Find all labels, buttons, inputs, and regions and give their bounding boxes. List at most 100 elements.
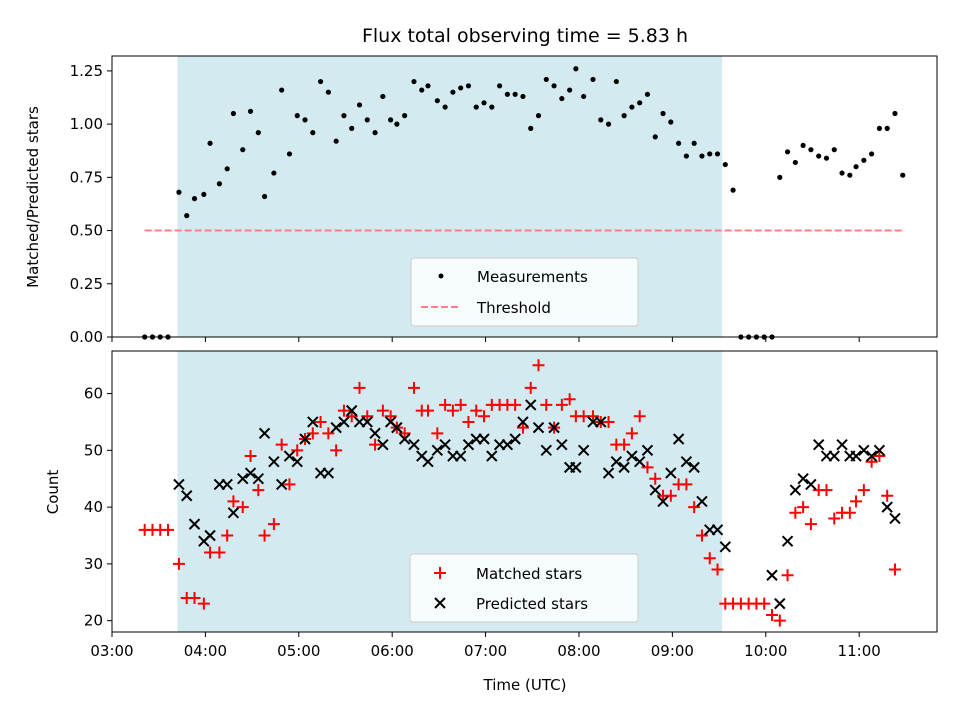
predicted-star-point [268, 455, 280, 468]
measurement-point [325, 89, 331, 95]
predicted-star-point [618, 461, 630, 474]
measurement-point [808, 147, 814, 153]
measurement-point [816, 153, 822, 159]
matched-star-point [881, 489, 894, 502]
predicted-star-point [548, 421, 560, 434]
matched-star-point [850, 495, 863, 508]
measurement-point [590, 76, 596, 83]
measurement-point [419, 87, 425, 93]
matched-star-point [353, 381, 366, 394]
predicted-star-point [244, 467, 257, 479]
predicted-star-point [881, 501, 893, 513]
predicted-star-point [577, 444, 590, 457]
measurement-point [372, 130, 378, 136]
predicted-star-point [711, 524, 724, 536]
measurement-point [892, 110, 898, 117]
measurement-point [473, 104, 479, 110]
top-axes-frame [111, 55, 938, 338]
predicted-star-point [486, 450, 498, 462]
predicted-star-point [501, 438, 514, 451]
predicted-star-point [509, 433, 521, 445]
predicted-star-point [696, 495, 708, 508]
measurement-point [458, 85, 464, 91]
matched-star-point [555, 398, 568, 411]
measurement-point [543, 76, 549, 83]
matched-star-point [703, 552, 716, 565]
matched-star-point [197, 597, 210, 610]
matched-star-point [586, 410, 599, 423]
measurement-point [247, 108, 254, 114]
predicted-star-point [532, 421, 545, 434]
legend-measurements-marker [438, 273, 444, 279]
measurement-point [411, 78, 417, 85]
measurement-point [714, 151, 721, 157]
predicted-star-point [805, 478, 817, 491]
predicted-star-point [556, 438, 568, 451]
y-tick-label: 60 [84, 385, 103, 403]
measurement-point [629, 104, 635, 110]
predicted-star-point [517, 416, 529, 428]
legend-measurements-label: Measurements [477, 268, 588, 286]
predicted-star-point [188, 518, 201, 530]
bottom-marks [138, 359, 901, 627]
predicted-star-point [657, 495, 669, 508]
predicted-star-point [610, 455, 623, 468]
y-tick-label: 20 [84, 612, 103, 630]
predicted-star-point [766, 569, 778, 581]
matched-star-point [695, 529, 708, 542]
measurement-point [567, 87, 573, 93]
matched-star-point [625, 427, 638, 440]
measurement-point [356, 102, 363, 108]
measurement-point [310, 130, 316, 136]
measurement-point [286, 151, 293, 157]
y-tick-label: 0.75 [70, 168, 103, 186]
matched-star-point [188, 591, 201, 604]
matched-star-point [509, 398, 522, 411]
predicted-star-point [252, 473, 265, 485]
measurement-point [707, 151, 713, 157]
matched-star-point [431, 427, 444, 440]
measurement-point [402, 113, 408, 119]
top-legend-box [410, 257, 639, 327]
predicted-star-point [227, 507, 240, 519]
matched-star-point [314, 415, 327, 428]
measurement-point [261, 193, 268, 200]
measurement-point [380, 93, 386, 100]
y-tick-label: 40 [84, 498, 103, 516]
measurement-point [425, 83, 431, 89]
measurement-point [777, 174, 783, 180]
bottom-y-ticks: 20 30 40 50 60 [84, 385, 112, 630]
measurement-point [668, 119, 674, 125]
bottom-x-ticks: 03:00 04:00 05:00 06:00 07:00 08:00 09:00 10:00… [90, 632, 881, 660]
predicted-star-point [173, 478, 185, 491]
measurement-point [279, 87, 285, 93]
matched-star-point [398, 427, 411, 440]
matched-star-point [524, 381, 537, 394]
legend-predicted-marker [434, 597, 446, 609]
measurement-point [489, 104, 495, 110]
predicted-star-point [478, 433, 490, 445]
measurement-point [652, 134, 658, 140]
top-y-axis-title: Matched/Predicted stars [24, 106, 42, 288]
predicted-star-point [283, 450, 296, 462]
matched-star-point [236, 501, 249, 514]
predicted-star-point [525, 399, 537, 411]
matched-star-point [283, 478, 296, 491]
matched-star-point [641, 461, 654, 474]
y-tick-label: 0.25 [70, 275, 103, 293]
matched-star-point [688, 501, 701, 514]
measurement-point [450, 89, 456, 95]
bottom-axes-frame [111, 350, 938, 633]
predicted-star-point [797, 473, 809, 485]
measurement-point [240, 147, 246, 153]
matched-star-point [454, 398, 467, 411]
predicted-star-point [641, 444, 654, 457]
x-tick-label: 08:00 [557, 642, 600, 660]
legend-threshold-label: Threshold [476, 299, 551, 317]
matched-star-point [781, 569, 794, 582]
predicted-star-point [865, 450, 878, 462]
matched-star-point [865, 455, 878, 468]
matched-star-point [369, 438, 382, 451]
matched-star-point [330, 444, 343, 457]
